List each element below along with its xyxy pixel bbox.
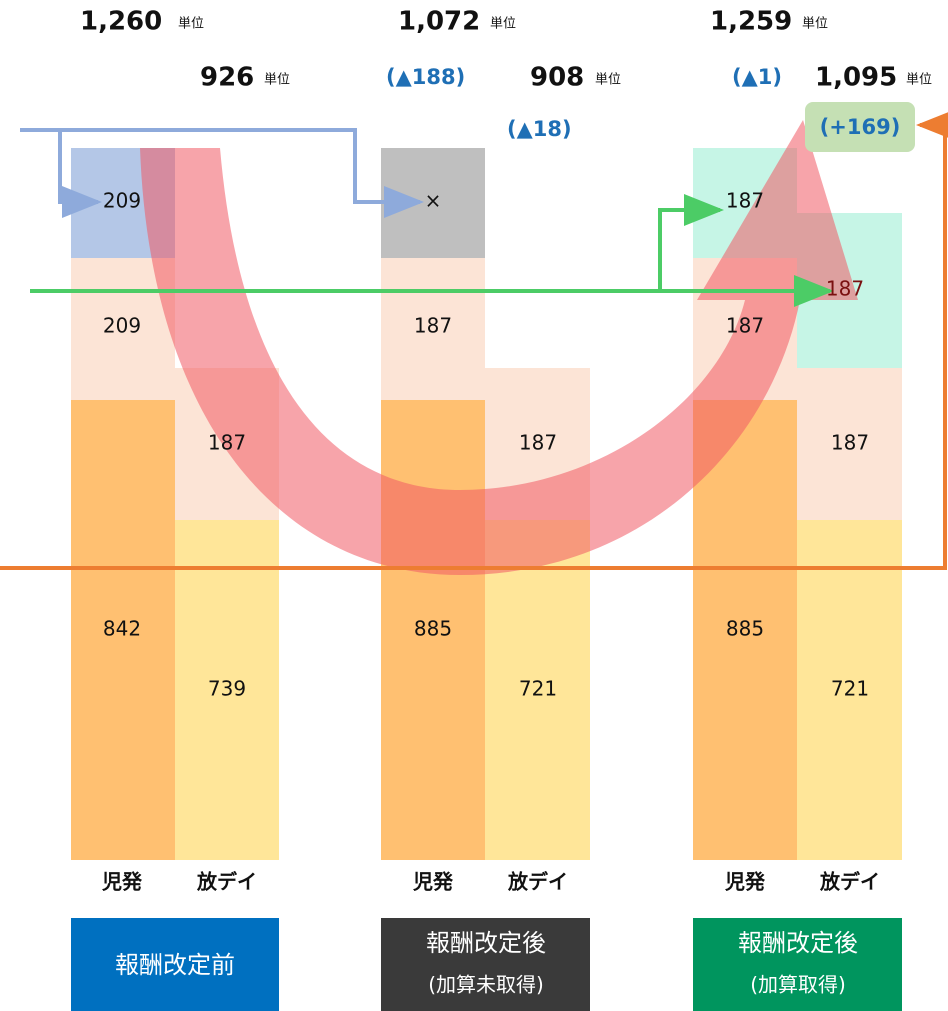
group-title: 報酬改定後 (738, 929, 858, 957)
segment (175, 520, 279, 860)
group-box (693, 918, 902, 1011)
change: (▲18) (507, 117, 572, 141)
total: 1,259 (710, 7, 792, 37)
group-box (71, 918, 279, 1011)
segment-label: 209 (103, 189, 141, 213)
green-arrow (658, 194, 724, 291)
labels: 1,260 単位 926 単位 1,072 単位 (▲188) 908 単位 (… (80, 7, 932, 894)
bar-label: 児発 (101, 870, 143, 894)
segment (485, 520, 590, 860)
sub-total: 926 (200, 63, 254, 93)
change-box (805, 102, 915, 152)
segment-label: 209 (103, 314, 141, 338)
group-subtitle: (加算取得) (750, 973, 846, 997)
unit: 単位 (490, 16, 516, 32)
segment (797, 520, 902, 860)
total: 1,260 (80, 7, 162, 37)
unit: 単位 (264, 72, 290, 88)
orange-arrow (0, 109, 948, 570)
segment (71, 400, 175, 860)
segment (381, 400, 485, 860)
segment-label: 721 (519, 677, 557, 701)
bar-label: 放デイ (819, 870, 880, 894)
group-title: 報酬改定前 (115, 951, 235, 979)
segment-label: 739 (208, 677, 246, 701)
blue-arrow (58, 130, 102, 218)
unit: 単位 (802, 16, 828, 32)
segment (381, 258, 485, 400)
change: (▲188) (386, 65, 465, 89)
group-subtitle: (加算未取得) (428, 973, 544, 997)
unit: 単位 (906, 72, 932, 88)
connectors (0, 109, 948, 570)
group-box (381, 918, 590, 1011)
segment (693, 400, 797, 860)
unit: 単位 (178, 16, 204, 32)
segment-label: 885 (414, 617, 452, 641)
segment-label: 187 (826, 277, 864, 301)
segment-label: 885 (726, 617, 764, 641)
segment-label: 187 (726, 189, 764, 213)
blue-arrow (20, 128, 424, 218)
segment-label: 721 (831, 677, 869, 701)
segment-label: 187 (519, 431, 557, 455)
change: (+169) (820, 115, 901, 139)
unit: 単位 (595, 72, 621, 88)
segment-label: 187 (414, 314, 452, 338)
bar-label: 児発 (724, 870, 766, 894)
bar-label: 放デイ (507, 870, 568, 894)
group-title: 報酬改定後 (426, 929, 546, 957)
segment-label: × (425, 189, 442, 213)
bar-label: 放デイ (196, 870, 257, 894)
bar-label: 児発 (412, 870, 454, 894)
segment-label: 187 (831, 431, 869, 455)
segment-label: 187 (726, 314, 764, 338)
total: 1,072 (398, 7, 480, 37)
sub-total: 908 (530, 63, 584, 93)
segment-label: 187 (208, 431, 246, 455)
sub-total: 1,095 (815, 63, 897, 93)
transfer-arrow (140, 120, 858, 575)
segment (797, 368, 902, 520)
change: (▲1) (732, 65, 782, 89)
segment-label: 842 (103, 617, 141, 641)
